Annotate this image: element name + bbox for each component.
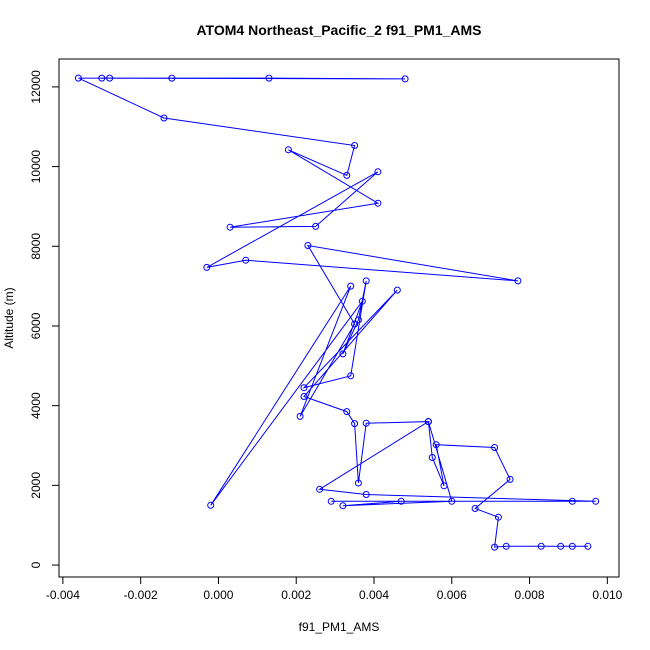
y-tick-label-3: 6000	[29, 312, 43, 339]
data-point-23	[362, 419, 370, 427]
data-point-5	[491, 543, 499, 551]
data-point-38	[351, 320, 359, 328]
y-axis-label: Altitude (m)	[2, 287, 16, 348]
data-point-51	[74, 74, 82, 82]
data-point-26	[343, 408, 351, 416]
data-point-39	[304, 242, 312, 249]
y-tick-label-6: 12000	[29, 70, 43, 104]
x-tick-label-7: 0.010	[592, 588, 622, 602]
data-point-43	[374, 168, 382, 176]
data-point-10	[432, 441, 440, 449]
data-point-34	[358, 297, 366, 305]
data-point-1	[568, 542, 576, 550]
x-tick-label-6: 0.008	[515, 588, 545, 602]
chart-title: ATOM4 Northeast_Pacific_2 f91_PM1_AMS	[196, 22, 481, 38]
data-point-56	[98, 74, 106, 82]
data-point-31	[362, 277, 370, 285]
y-tick-label-4: 8000	[29, 233, 43, 260]
data-point-0	[584, 542, 592, 550]
y-tick-label-1: 2000	[29, 472, 43, 499]
data-point-7	[471, 505, 479, 512]
data-point-35	[207, 501, 215, 509]
data-point-32	[354, 316, 362, 324]
x-tick-label-4: 0.004	[359, 588, 389, 602]
data-point-14	[448, 497, 456, 505]
data-point-18	[327, 497, 335, 505]
data-point-27	[300, 393, 308, 400]
data-point-50	[160, 114, 168, 122]
data-point-47	[284, 146, 292, 154]
data-point-8	[506, 475, 514, 483]
data-point-40	[514, 277, 522, 285]
y-tick-label-0: 0	[29, 561, 43, 568]
data-point-22	[424, 418, 432, 426]
x-axis: -0.004 -0.002 0.000 0.002 0.004 0.006 0.008 0.0…	[46, 577, 623, 602]
data-point-36	[347, 282, 355, 290]
data-point-48	[343, 171, 351, 179]
y-tick-label-2: 4000	[29, 392, 43, 419]
data-point-11	[440, 482, 448, 490]
data-point-4	[502, 542, 510, 550]
data-point-25	[351, 420, 359, 428]
data-point-46	[374, 199, 382, 207]
x-tick-label-0: -0.004	[46, 588, 80, 602]
data-point-54	[168, 74, 176, 82]
x-tick-label-1: -0.002	[124, 588, 158, 602]
plot-frame	[58, 58, 620, 578]
data-point-53	[265, 74, 273, 82]
data-point-29	[300, 384, 308, 392]
data-point-21	[316, 485, 324, 493]
data-point-37	[296, 412, 304, 420]
data-point-28	[393, 286, 401, 294]
data-point-24	[354, 479, 362, 487]
x-axis-label: f91_PM1_AMS	[299, 620, 380, 634]
plot-area	[74, 74, 600, 551]
data-point-6	[494, 513, 502, 521]
data-point-52	[401, 75, 409, 83]
data-point-30	[347, 372, 355, 380]
x-tick-label-2: 0.000	[203, 588, 233, 602]
data-point-49	[351, 142, 359, 149]
x-tick-label-3: 0.002	[281, 588, 311, 602]
data-point-15	[339, 502, 347, 510]
series-line-0	[78, 77, 596, 548]
data-point-20	[362, 491, 370, 498]
x-tick-label-5: 0.006	[437, 588, 467, 602]
data-point-12	[428, 454, 436, 461]
data-point-19	[592, 497, 600, 505]
data-point-45	[226, 223, 234, 231]
y-axis: 0 2000 4000 6000 8000 10000 12000	[29, 70, 59, 568]
data-point-2	[557, 542, 565, 550]
data-point-41	[242, 256, 250, 264]
y-tick-label-5: 10000	[29, 150, 43, 184]
data-point-44	[312, 222, 320, 230]
data-point-42	[203, 263, 211, 271]
data-point-33	[339, 350, 347, 358]
data-point-17	[568, 497, 576, 505]
data-point-16	[397, 497, 405, 505]
data-point-55	[106, 74, 114, 82]
data-point-3	[537, 542, 545, 550]
data-point-9	[491, 444, 499, 451]
